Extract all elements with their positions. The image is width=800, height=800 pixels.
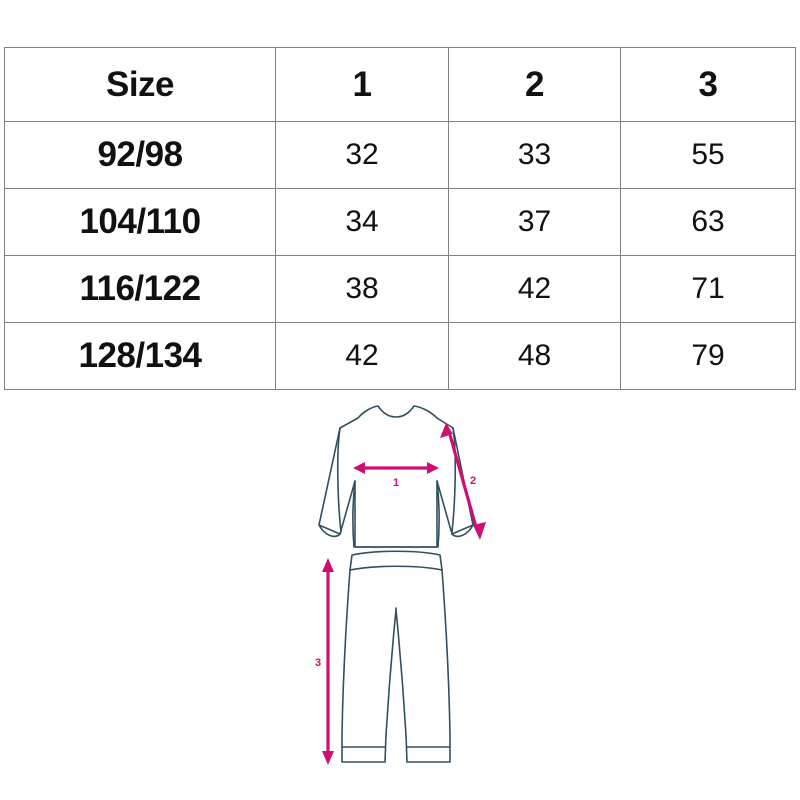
shirt-body-outline: [318, 405, 474, 548]
cell-measure-1: 34: [275, 188, 449, 256]
cell-measure-2: 33: [448, 121, 621, 189]
measure-1-label: 1: [393, 477, 399, 489]
cell-measure-1: 38: [275, 255, 449, 323]
row-size-label: 92/98: [4, 121, 276, 189]
cell-measure-1: 42: [275, 322, 449, 390]
column-header-3: 3: [620, 47, 796, 122]
row-size-label: 116/122: [4, 255, 276, 323]
measure-1-arrowhead-right: [427, 462, 439, 474]
shirt-right-sleeve-seam: [451, 427, 457, 533]
measure-2-label: 2: [470, 475, 476, 487]
cell-measure-3: 55: [620, 121, 796, 189]
column-header-size: Size: [4, 47, 276, 122]
size-chart-table-container: Size 1 2 3 92/98 32 33 55 104/110 34 37 …: [4, 47, 796, 390]
cell-measure-3: 71: [620, 255, 796, 323]
shirt-left-armhole: [352, 480, 356, 548]
shirt-left-sleeve-seam: [336, 427, 342, 533]
cell-measure-3: 79: [620, 322, 796, 390]
garment-measurement-diagram: 1 2 3: [290, 395, 520, 795]
table-row: 92/98 32 33 55: [4, 121, 796, 189]
measure-1-chest-width: 1: [353, 462, 439, 489]
row-size-label: 128/134: [4, 322, 276, 390]
cell-measure-2: 37: [448, 188, 621, 256]
measure-2-arrowhead-bottom: [473, 522, 486, 540]
pants-waistband: [349, 550, 443, 571]
row-size-label: 104/110: [4, 188, 276, 256]
cell-measure-3: 63: [620, 188, 796, 256]
table-row: 104/110 34 37 63: [4, 188, 796, 256]
measure-2-arrowhead-top: [440, 423, 453, 438]
measure-3-arrowhead-bottom: [322, 751, 334, 765]
column-header-1: 1: [275, 47, 449, 122]
measure-1-arrowhead-left: [353, 462, 365, 474]
shirt-left-cuff: [318, 524, 341, 538]
measure-3-pant-length: 3: [315, 558, 334, 765]
measure-2-line: [448, 434, 478, 528]
measure-3-arrowhead-top: [322, 558, 334, 572]
shirt-illustration: [318, 405, 474, 548]
size-chart-table: Size 1 2 3 92/98 32 33 55 104/110 34 37 …: [4, 47, 796, 390]
pants-outline: [341, 569, 451, 763]
column-header-2: 2: [448, 47, 621, 122]
cell-measure-2: 48: [448, 322, 621, 390]
table-row: 128/134 42 48 79: [4, 322, 796, 390]
table-row: 116/122 38 42 71: [4, 255, 796, 323]
cell-measure-2: 42: [448, 255, 621, 323]
shirt-right-armhole: [436, 480, 440, 548]
shirt-right-cuff: [451, 524, 474, 538]
table-header-row: Size 1 2 3: [4, 47, 796, 122]
measure-2-sleeve-length: 2: [440, 423, 486, 540]
cell-measure-1: 32: [275, 121, 449, 189]
pants-illustration: [341, 550, 451, 763]
measure-3-label: 3: [315, 657, 321, 669]
